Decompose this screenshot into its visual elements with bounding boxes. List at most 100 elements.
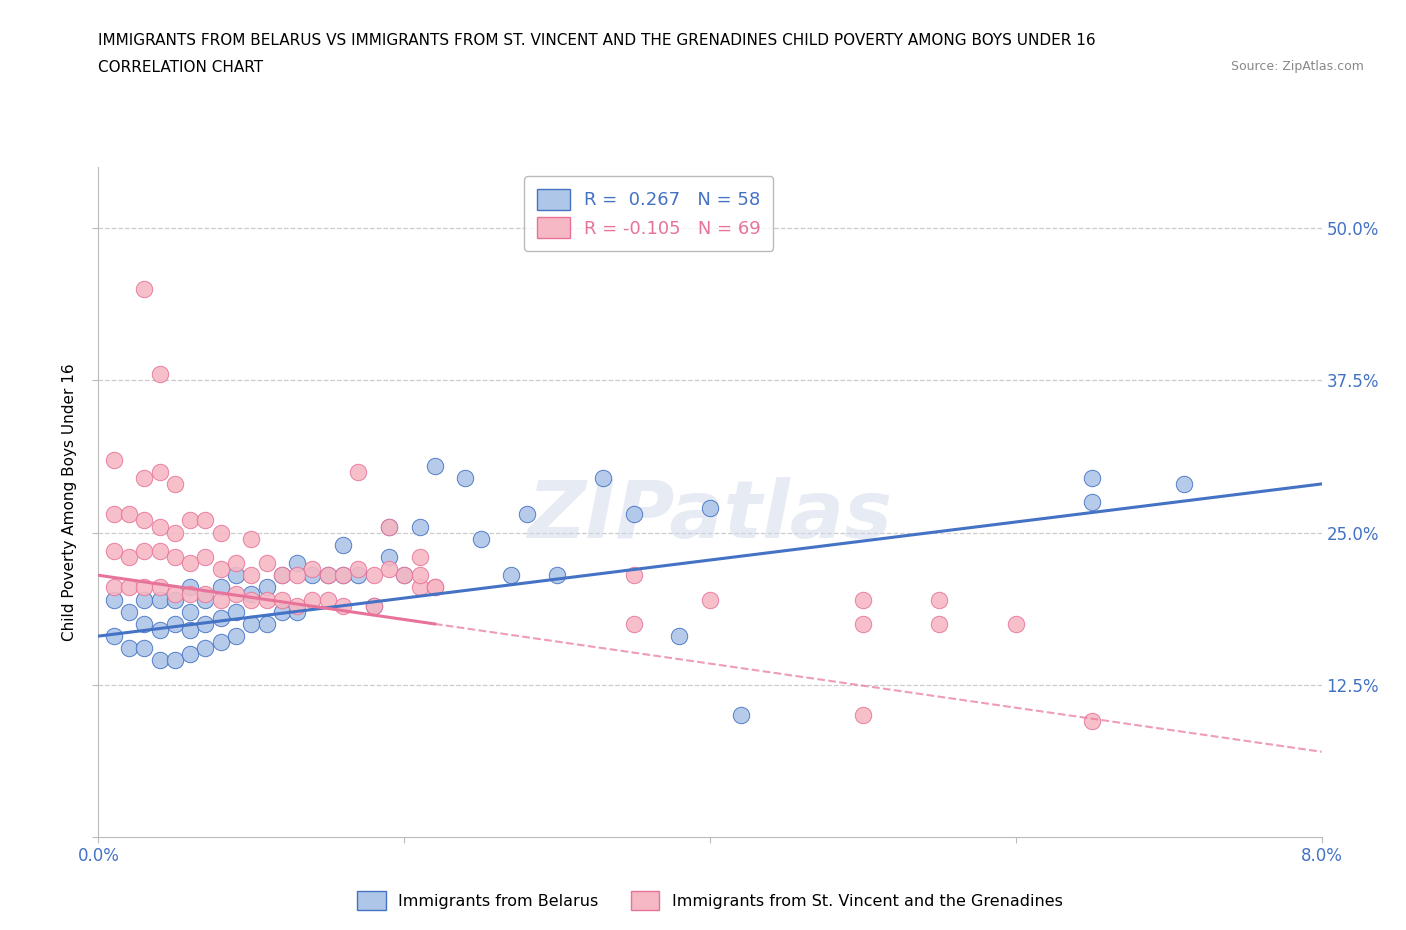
Point bbox=[163, 476, 186, 491]
Point bbox=[134, 580, 156, 595]
Point bbox=[516, 507, 538, 522]
Point bbox=[194, 592, 217, 607]
Point bbox=[347, 464, 370, 479]
Point bbox=[470, 531, 492, 546]
Point bbox=[225, 604, 247, 619]
Point bbox=[118, 580, 141, 595]
Point bbox=[179, 513, 201, 528]
Text: ZIPatlas: ZIPatlas bbox=[527, 476, 893, 554]
Point bbox=[149, 367, 172, 382]
Point bbox=[134, 543, 156, 558]
Point bbox=[852, 708, 875, 723]
Point bbox=[699, 592, 721, 607]
Point bbox=[270, 568, 294, 583]
Point bbox=[240, 531, 263, 546]
Point bbox=[149, 543, 172, 558]
Point bbox=[285, 555, 308, 570]
Point bbox=[179, 622, 201, 637]
Point bbox=[1081, 714, 1104, 729]
Point bbox=[240, 568, 263, 583]
Point bbox=[363, 598, 385, 613]
Point bbox=[149, 622, 172, 637]
Point bbox=[256, 592, 278, 607]
Point bbox=[332, 568, 354, 583]
Point bbox=[285, 604, 308, 619]
Y-axis label: Child Poverty Among Boys Under 16: Child Poverty Among Boys Under 16 bbox=[62, 364, 77, 641]
Point bbox=[149, 464, 172, 479]
Point bbox=[332, 538, 354, 552]
Point bbox=[209, 525, 232, 540]
Point bbox=[134, 282, 156, 297]
Point bbox=[149, 580, 172, 595]
Point bbox=[363, 568, 385, 583]
Point bbox=[163, 586, 186, 601]
Point bbox=[316, 568, 339, 583]
Point bbox=[179, 580, 201, 595]
Point bbox=[454, 471, 477, 485]
Point bbox=[103, 543, 125, 558]
Point bbox=[1081, 495, 1104, 510]
Point bbox=[285, 598, 308, 613]
Point bbox=[149, 592, 172, 607]
Point bbox=[134, 513, 156, 528]
Point bbox=[378, 519, 401, 534]
Point bbox=[179, 604, 201, 619]
Point bbox=[179, 647, 201, 662]
Point bbox=[546, 568, 568, 583]
Point bbox=[285, 568, 308, 583]
Point bbox=[240, 592, 263, 607]
Text: IMMIGRANTS FROM BELARUS VS IMMIGRANTS FROM ST. VINCENT AND THE GRENADINES CHILD : IMMIGRANTS FROM BELARUS VS IMMIGRANTS FR… bbox=[98, 33, 1097, 47]
Point bbox=[149, 519, 172, 534]
Point bbox=[134, 617, 156, 631]
Point bbox=[270, 592, 294, 607]
Point bbox=[378, 562, 401, 577]
Point bbox=[423, 458, 446, 473]
Point bbox=[179, 586, 201, 601]
Point bbox=[423, 580, 446, 595]
Point bbox=[256, 580, 278, 595]
Point bbox=[118, 604, 141, 619]
Point bbox=[134, 641, 156, 656]
Point bbox=[501, 568, 523, 583]
Point bbox=[209, 610, 232, 625]
Point bbox=[209, 580, 232, 595]
Point bbox=[194, 617, 217, 631]
Point bbox=[194, 550, 217, 565]
Point bbox=[301, 592, 323, 607]
Point bbox=[301, 568, 323, 583]
Point bbox=[668, 629, 690, 644]
Point bbox=[852, 617, 875, 631]
Point bbox=[378, 550, 401, 565]
Point bbox=[103, 507, 125, 522]
Point bbox=[163, 617, 186, 631]
Point bbox=[623, 617, 645, 631]
Point bbox=[408, 568, 430, 583]
Point bbox=[1081, 471, 1104, 485]
Point bbox=[256, 555, 278, 570]
Point bbox=[134, 592, 156, 607]
Point bbox=[408, 550, 430, 565]
Point bbox=[392, 568, 416, 583]
Point bbox=[103, 592, 125, 607]
Point bbox=[194, 513, 217, 528]
Point bbox=[316, 592, 339, 607]
Point bbox=[1173, 476, 1195, 491]
Point bbox=[225, 555, 247, 570]
Point bbox=[408, 580, 430, 595]
Point bbox=[270, 604, 294, 619]
Point bbox=[103, 452, 125, 467]
Point bbox=[209, 562, 232, 577]
Point bbox=[363, 598, 385, 613]
Point bbox=[1004, 617, 1026, 631]
Point bbox=[392, 568, 416, 583]
Point bbox=[103, 629, 125, 644]
Point bbox=[194, 641, 217, 656]
Point bbox=[730, 708, 752, 723]
Point bbox=[134, 471, 156, 485]
Point bbox=[301, 562, 323, 577]
Point bbox=[225, 629, 247, 644]
Point bbox=[194, 586, 217, 601]
Point bbox=[270, 568, 294, 583]
Point bbox=[347, 568, 370, 583]
Point bbox=[118, 641, 141, 656]
